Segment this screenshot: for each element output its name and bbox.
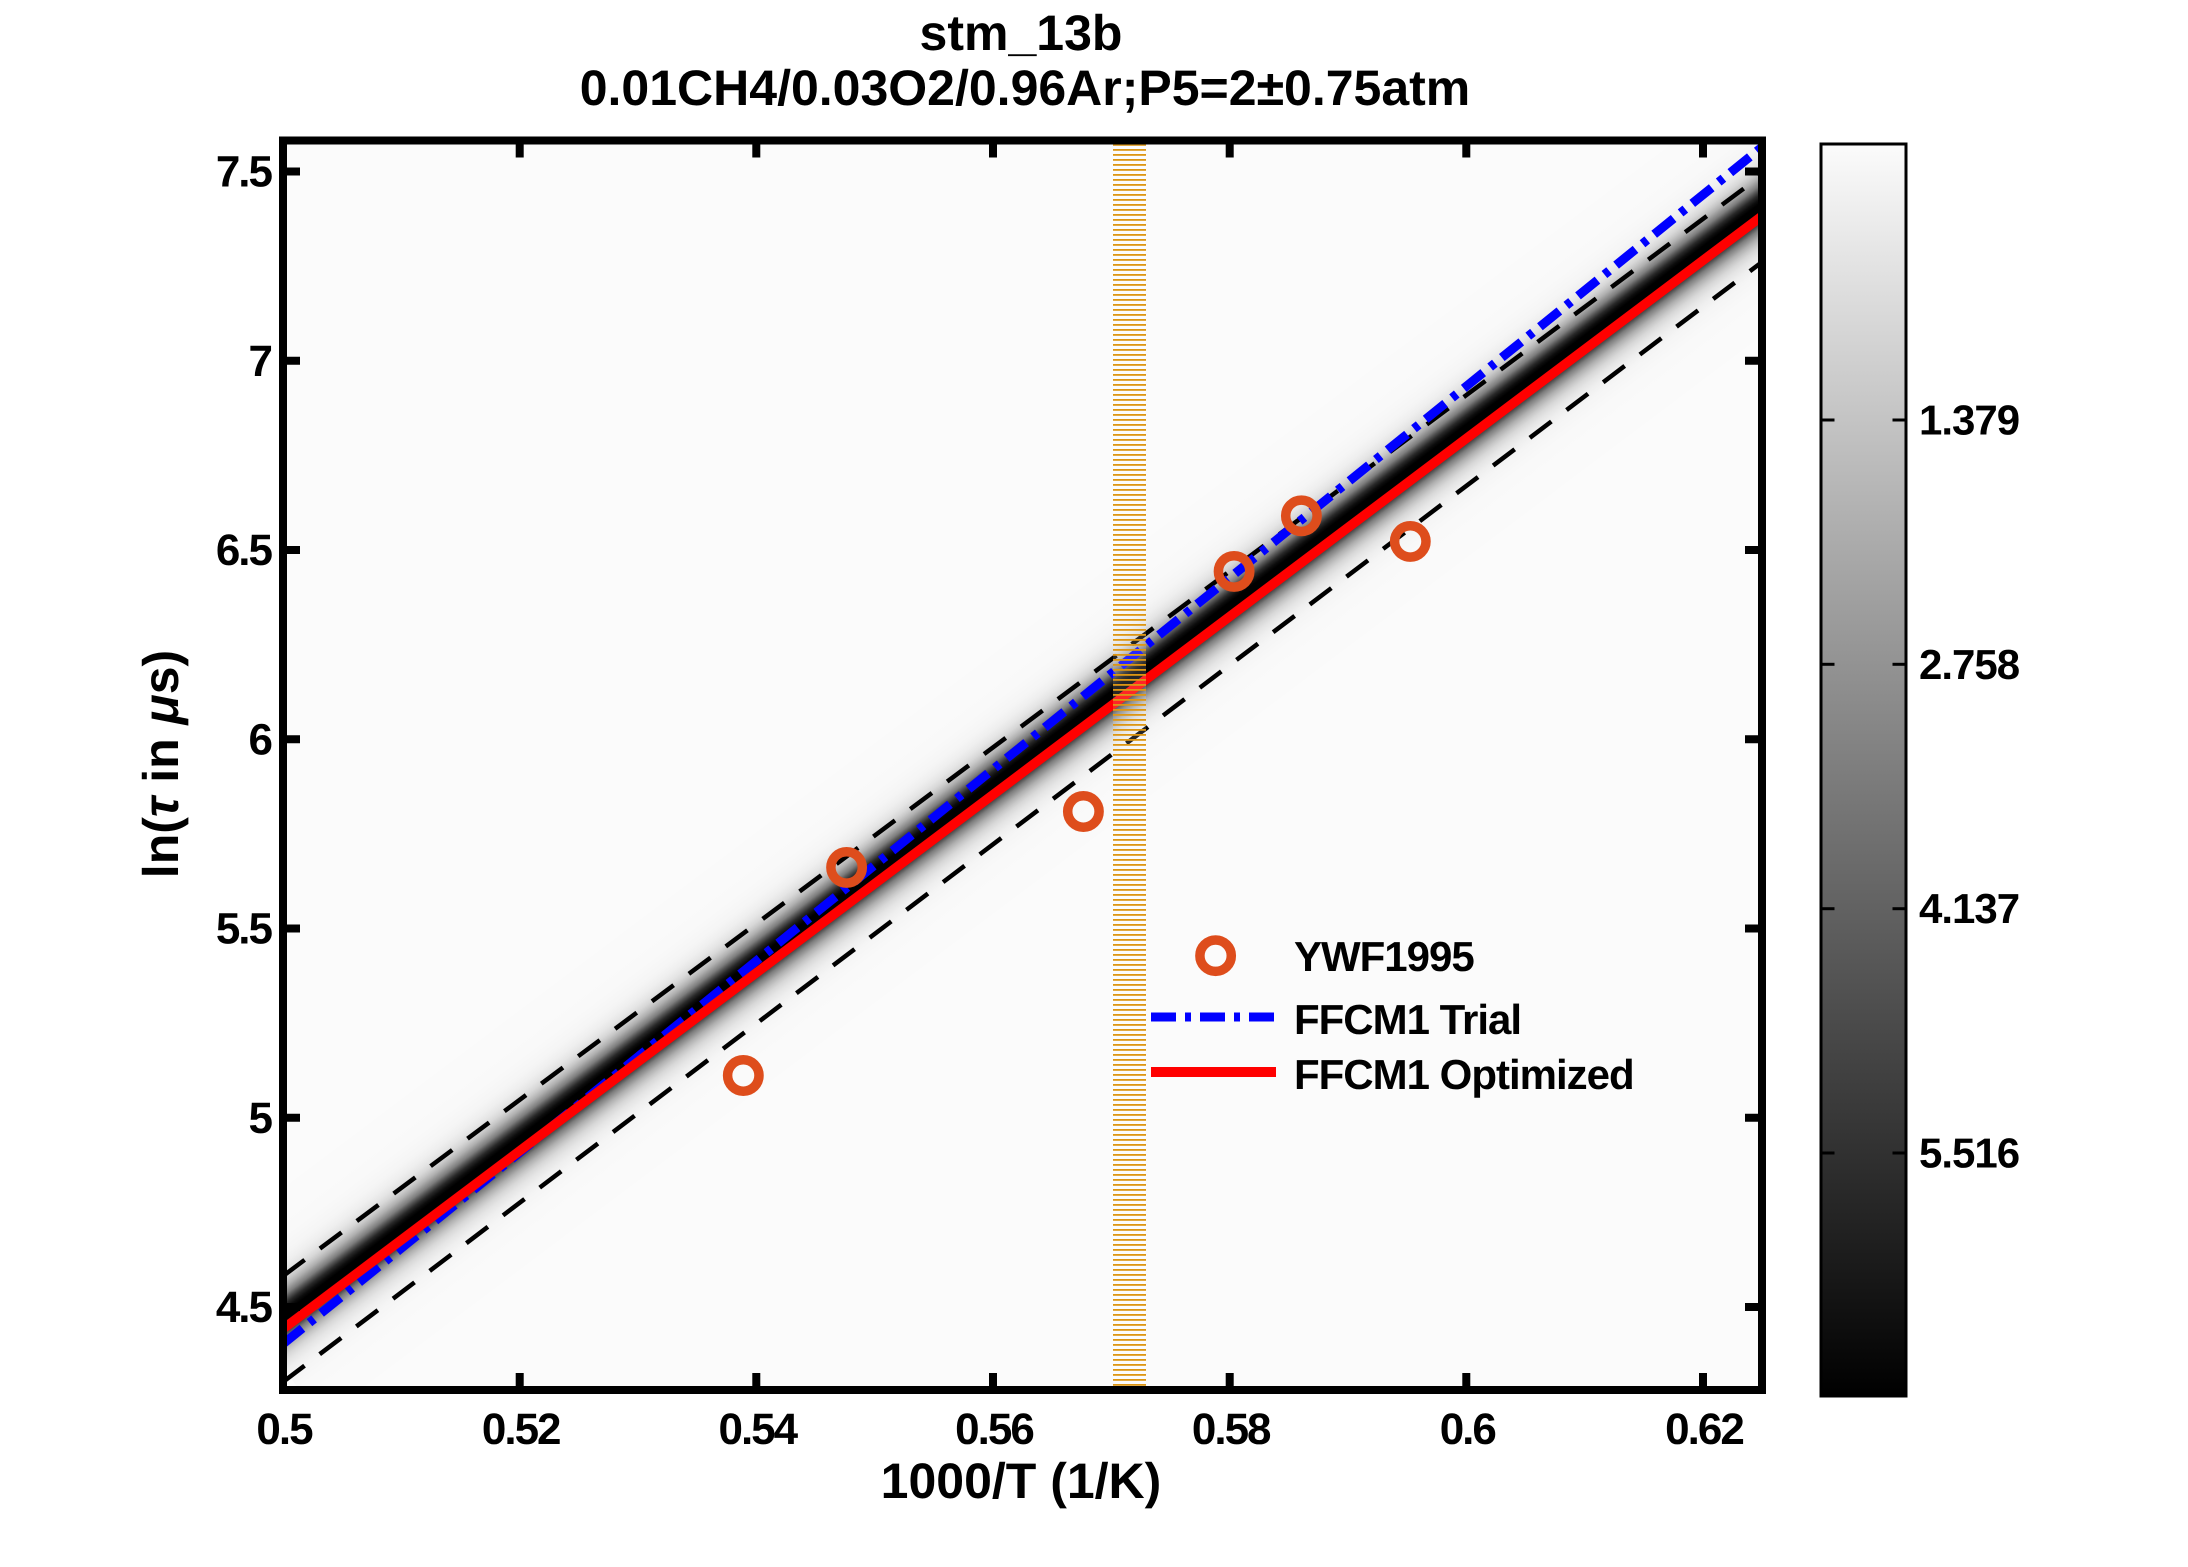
svg-text:stm_13b: stm_13b [920, 5, 1123, 61]
svg-text:5.516: 5.516 [1919, 1130, 2019, 1177]
svg-text:0.5: 0.5 [256, 1405, 313, 1454]
svg-text:6.5: 6.5 [216, 526, 273, 575]
svg-text:0.58: 0.58 [1192, 1405, 1271, 1454]
svg-text:0.01CH4/0.03O2/0.96Ar;P5=2±0.7: 0.01CH4/0.03O2/0.96Ar;P5=2±0.75atm [580, 60, 1471, 116]
svg-text:6: 6 [249, 715, 272, 764]
svg-text:4.137: 4.137 [1919, 885, 2019, 932]
svg-text:YWF1995: YWF1995 [1294, 933, 1474, 980]
svg-text:0.52: 0.52 [482, 1405, 560, 1454]
svg-text:0.6: 0.6 [1440, 1405, 1496, 1454]
svg-text:7: 7 [249, 337, 272, 386]
svg-text:4.5: 4.5 [216, 1283, 273, 1332]
svg-text:FFCM1 Optimized: FFCM1 Optimized [1294, 1051, 1634, 1098]
svg-text:5.5: 5.5 [216, 905, 273, 954]
svg-text:5: 5 [249, 1094, 273, 1143]
svg-text:0.62: 0.62 [1665, 1405, 1743, 1454]
svg-text:7.5: 7.5 [216, 148, 273, 197]
svg-text:0.56: 0.56 [955, 1405, 1033, 1454]
svg-text:1000/T (1/K): 1000/T (1/K) [881, 1453, 1162, 1509]
svg-text:FFCM1 Trial: FFCM1 Trial [1294, 996, 1521, 1043]
svg-text:ln(τ in μs): ln(τ in μs) [133, 650, 189, 878]
svg-text:1.379: 1.379 [1919, 397, 2019, 444]
svg-text:0.54: 0.54 [718, 1405, 798, 1454]
svg-text:2.758: 2.758 [1919, 641, 2020, 688]
